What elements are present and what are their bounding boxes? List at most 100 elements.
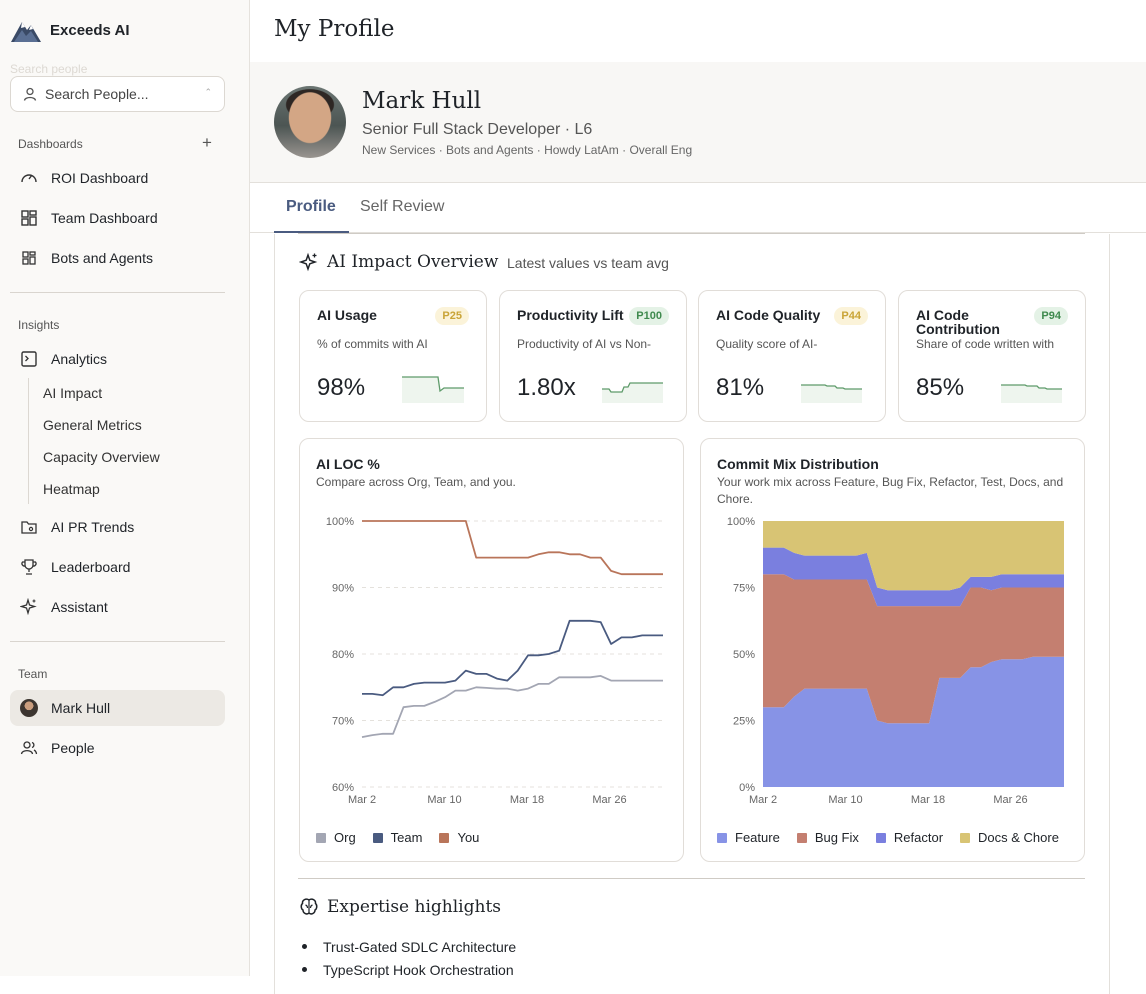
nav-label: ROI Dashboard: [51, 170, 149, 186]
nav-team-dashboard[interactable]: Team Dashboard: [10, 200, 225, 236]
percentile-badge: P100: [629, 307, 669, 325]
kpi-description: Productivity of AI vs Non-: [517, 337, 652, 351]
tab-profile[interactable]: Profile: [286, 198, 336, 215]
profile-teams: New Services · Bots and Agents · Howdy L…: [362, 143, 693, 157]
nav-label: Team Dashboard: [51, 210, 158, 226]
sparkline: [1001, 384, 1062, 403]
profile-name: Mark Hull: [362, 88, 482, 114]
nav-label: Assistant: [51, 599, 108, 615]
overview-title: AI Impact Overview: [327, 252, 499, 272]
chart-subtitle: Compare across Org, Team, and you.: [316, 475, 516, 489]
kpi-title: AI Code Quality: [716, 307, 821, 323]
chart-subtitle: Your work mix across Feature, Bug Fix, R…: [717, 475, 1064, 506]
legend-item[interactable]: Refactor: [875, 830, 944, 845]
legend-swatch: [316, 832, 326, 843]
y-tick-label: 50%: [733, 649, 755, 661]
tab-self-review[interactable]: Self Review: [360, 198, 445, 215]
kpi-description: Quality score of AI-: [716, 337, 818, 351]
chart-legend: Org Team You: [316, 830, 496, 845]
avatar: [274, 86, 346, 158]
nav-people[interactable]: People: [10, 730, 225, 766]
y-tick-label: 80%: [332, 649, 354, 661]
legend-swatch: [439, 832, 450, 843]
nav-assistant[interactable]: Assistant: [10, 589, 225, 625]
kpi-card-ai-code-contribution[interactable]: AI Code Contribution P94 Share of code w…: [898, 290, 1086, 422]
nav-roi-dashboard[interactable]: ROI Dashboard: [10, 160, 225, 196]
nav-label: AI PR Trends: [51, 519, 135, 535]
sparkle-icon: [20, 598, 38, 616]
tab-active-indicator: [274, 231, 349, 233]
chart-title: AI LOC %: [316, 456, 380, 472]
subnav-heatmap[interactable]: Heatmap: [43, 481, 100, 497]
sidebar-divider: [10, 641, 225, 642]
bullet-dot: [302, 943, 307, 949]
y-tick-label: 100%: [326, 516, 354, 528]
kpi-card-ai-code-quality[interactable]: AI Code Quality P44 Quality score of AI-…: [698, 290, 886, 422]
avatar: [20, 699, 38, 717]
sparkline: [801, 384, 862, 403]
legend-item[interactable]: Bug Fix: [796, 830, 859, 845]
legend-swatch: [875, 832, 886, 843]
subnav-general-metrics[interactable]: General Metrics: [43, 417, 142, 433]
legend-label: Bug Fix: [814, 830, 859, 845]
gauge-icon: [20, 169, 38, 187]
legend-item[interactable]: Feature: [717, 830, 780, 845]
area-bug-fix: [763, 574, 1064, 724]
nav-label: People: [51, 740, 95, 756]
line-team: [362, 619, 663, 697]
expertise-item: TypeScript Hook Orchestration: [323, 962, 514, 978]
legend-label: Org: [334, 830, 356, 845]
kpi-title: Productivity Lift: [517, 307, 624, 323]
brand[interactable]: Exceeds AI: [10, 14, 130, 46]
team-label: Team: [18, 667, 48, 681]
percentile-badge: P25: [435, 307, 469, 325]
kpi-value: 1.80x: [517, 374, 576, 401]
legend-item[interactable]: You: [439, 830, 479, 845]
nav-bots-and-agents[interactable]: Bots and Agents: [10, 240, 225, 276]
bullet-dot: [302, 966, 307, 972]
y-tick-label: 90%: [332, 583, 354, 595]
nav-label: Bots and Agents: [51, 250, 153, 266]
nav-ai-pr-trends[interactable]: AI PR Trends: [10, 509, 225, 545]
y-tick-label: 100%: [727, 516, 755, 528]
kpi-title: AI Code Contribution: [916, 307, 1000, 337]
subnav-ai-impact[interactable]: AI Impact: [43, 385, 103, 401]
legend-swatch: [960, 832, 971, 843]
ai-loc-line-chart: 100% 90% 80% 70% 60%Mar 2 Mar 10 Mar 18 Mar 26: [326, 516, 663, 806]
search-box[interactable]: ⌃: [10, 76, 225, 112]
chart-title: Commit Mix Distribution: [717, 456, 879, 472]
legend-label: Docs & Chore: [978, 830, 1059, 845]
search-input[interactable]: [45, 86, 195, 102]
legend-swatch: [372, 832, 383, 843]
legend-item[interactable]: Team: [372, 830, 422, 845]
x-tick-label: Mar 2: [749, 794, 777, 806]
profile-role: Senior Full Stack Developer · L6: [362, 121, 593, 138]
kpi-value: 85%: [916, 374, 965, 401]
x-tick-label: Mar 18: [911, 794, 945, 806]
subnav-line: [28, 378, 29, 504]
grid-icon: [20, 209, 38, 227]
nav-analytics[interactable]: Analytics: [10, 341, 225, 377]
legend-label: Refactor: [893, 830, 944, 845]
brain-icon: [300, 898, 318, 915]
kpi-card-ai-usage[interactable]: AI Usage P25 % of commits with AI 98%: [299, 290, 487, 422]
kpi-card-productivity-lift[interactable]: Productivity Lift P100 Productivity of A…: [499, 290, 687, 422]
legend-label: You: [457, 830, 480, 845]
kpi-title: AI Usage: [317, 307, 377, 323]
nav-mark-hull[interactable]: Mark Hull: [10, 690, 225, 726]
line-org: [361, 675, 663, 738]
x-tick-label: Mar 10: [427, 794, 461, 806]
legend-item[interactable]: Docs & Chore: [960, 830, 1059, 845]
legend-item[interactable]: Org: [316, 830, 356, 845]
sparkle-icon: [299, 252, 318, 272]
terminal-icon: [20, 350, 38, 368]
y-tick-label: 60%: [332, 782, 354, 794]
add-dashboard-button[interactable]: +: [202, 133, 212, 152]
list-item: TypeScript Hook Orchestration: [302, 962, 514, 978]
area-feature: [763, 656, 1064, 787]
search-ghost-label: Search people: [10, 62, 88, 76]
subnav-capacity-overview[interactable]: Capacity Overview: [43, 449, 160, 465]
nav-leaderboard[interactable]: Leaderboard: [10, 549, 225, 585]
kpi-value: 98%: [317, 374, 366, 401]
nav-label: Leaderboard: [51, 559, 131, 575]
